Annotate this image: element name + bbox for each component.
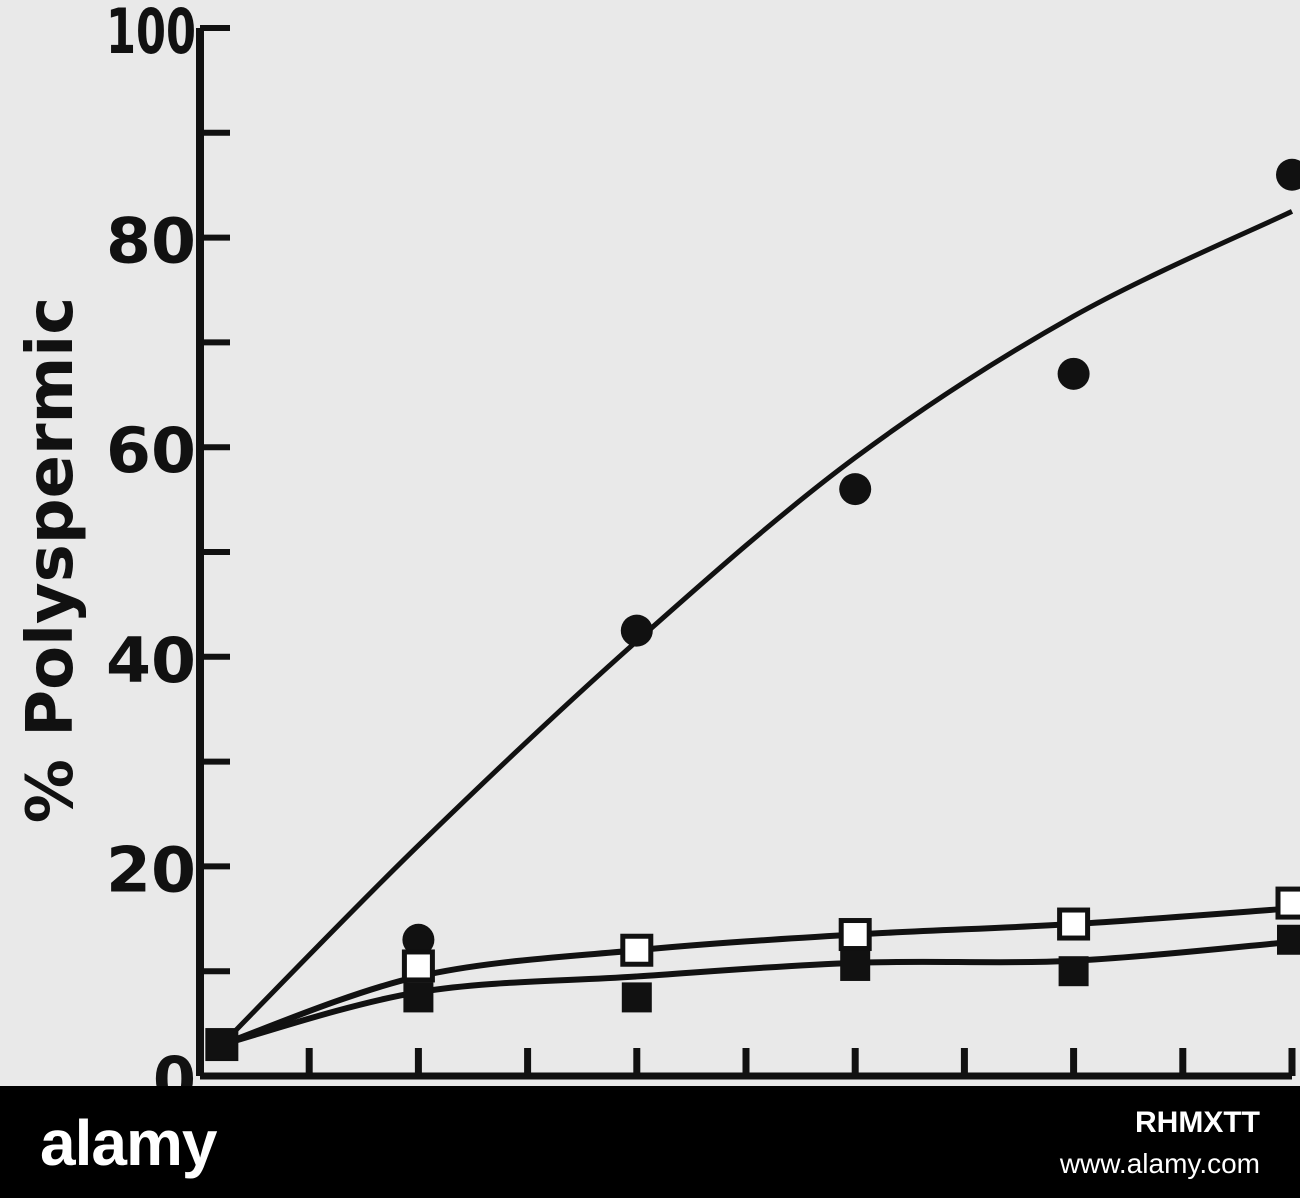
y-tick-label: 80 xyxy=(106,205,196,278)
chart: 0 20 40 60 80 100 % Polyspermic xyxy=(14,0,1300,1086)
point-open-square xyxy=(620,933,654,967)
plot-area: 0 20 40 60 80 100 % Polyspermic xyxy=(0,0,1300,1086)
point-open-square xyxy=(1057,907,1091,941)
point-filled-circle xyxy=(839,473,872,506)
point-open-square xyxy=(401,949,435,983)
point-filled-circle xyxy=(620,614,653,647)
y-tick-label: 60 xyxy=(106,414,196,487)
point-open-square xyxy=(838,918,872,952)
axes xyxy=(196,25,1296,1080)
point-open-square xyxy=(1275,886,1300,920)
watermark-url: www.alamy.com xyxy=(1059,1148,1260,1179)
fit-line-3 xyxy=(221,938,1293,1048)
point-filled-square xyxy=(1058,956,1089,987)
y-tick-label: 20 xyxy=(106,833,196,906)
watermark-logo: alamy xyxy=(40,1107,217,1179)
watermark-image-id: RHMXTT xyxy=(1135,1106,1260,1139)
point-filled-square xyxy=(621,982,652,1013)
fit-line-1 xyxy=(220,209,1294,1047)
point-filled-circle xyxy=(402,923,435,956)
watermark-bar: alamy RHMXTT www.alamy.com xyxy=(0,1086,1300,1198)
y-tick-label: 100 xyxy=(106,0,196,68)
point-filled-square xyxy=(403,982,434,1013)
y-axis-label: % Polyspermic xyxy=(14,297,88,823)
point-filled-square xyxy=(840,950,871,981)
fit-line-2 xyxy=(220,905,1293,1048)
point-filled-square xyxy=(206,1029,237,1060)
y-tick-label: 40 xyxy=(106,624,196,697)
point-filled-square xyxy=(1277,924,1300,955)
fit-lines xyxy=(220,209,1294,1048)
point-filled-circle xyxy=(1276,158,1300,191)
point-filled-circle xyxy=(1057,357,1090,390)
y-tick-label: 0 xyxy=(153,1043,196,1086)
data-markers xyxy=(205,158,1300,1062)
tick-labels: 0 20 40 60 80 100 xyxy=(106,0,196,1086)
